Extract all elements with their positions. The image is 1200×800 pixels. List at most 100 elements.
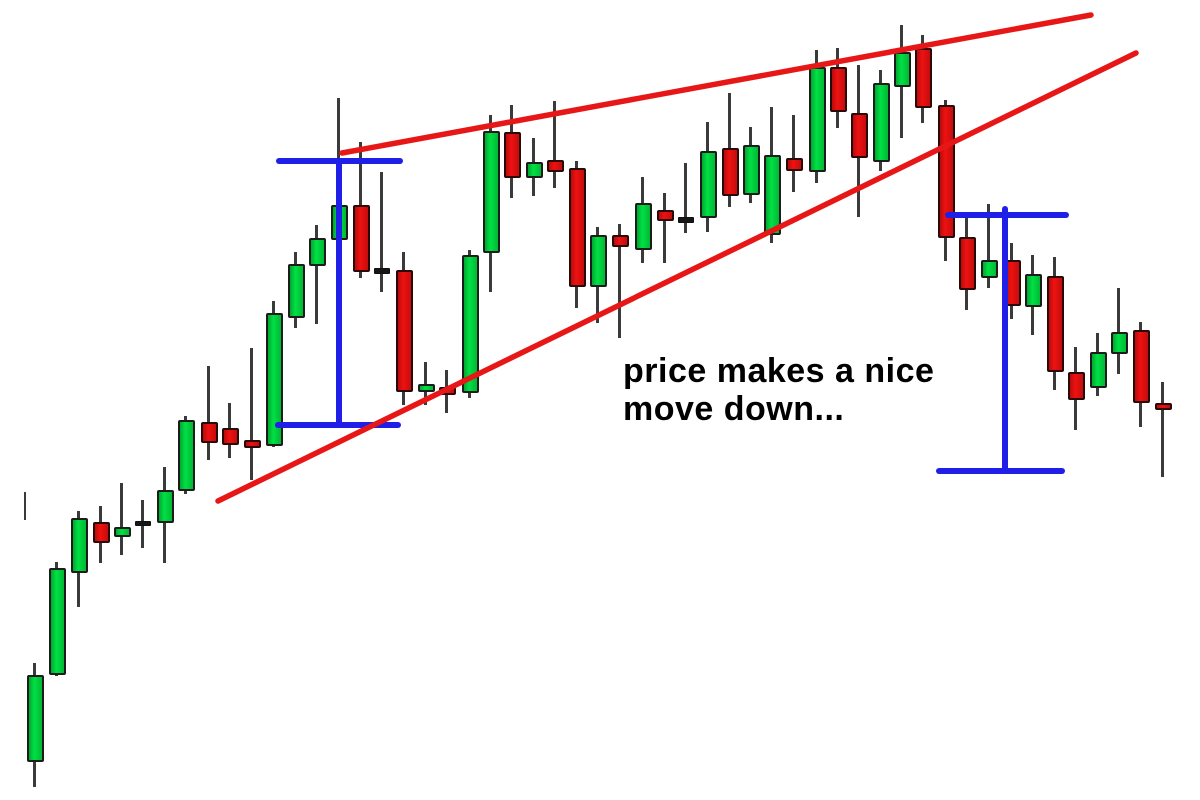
- candle-wick: [207, 366, 210, 460]
- candle-body-green: [699, 151, 717, 218]
- candlestick: [287, 252, 305, 328]
- candlestick: [461, 250, 479, 398]
- candle-body-green: [980, 260, 998, 278]
- candle-body-green: [330, 205, 348, 240]
- candlestick: [742, 127, 760, 203]
- candle-body-green: [589, 235, 607, 287]
- candle-body-green: [872, 83, 890, 162]
- candle-body-dark: [678, 217, 694, 223]
- candle-wick: [663, 193, 666, 263]
- candle-wick: [1161, 382, 1164, 477]
- candle-body-red: [546, 160, 564, 172]
- candlestick: [177, 416, 195, 494]
- candle-body-red: [958, 237, 976, 290]
- candle-body-red: [1003, 260, 1021, 306]
- candlestick: [26, 663, 44, 787]
- candle-wick: [1117, 288, 1120, 374]
- candle-body-green: [763, 155, 781, 235]
- price-annotation: price makes a nice move down...: [623, 352, 1043, 428]
- candlestick: [589, 227, 607, 323]
- candlestick: [699, 122, 717, 232]
- candle-wick: [380, 172, 383, 292]
- annotation-line-1: price makes a nice: [623, 352, 935, 390]
- candlestick: [92, 506, 110, 563]
- candle-body-green: [26, 675, 44, 762]
- candlestick: [113, 483, 131, 555]
- candle-body-green: [461, 255, 479, 393]
- candle-body-green: [525, 162, 543, 178]
- candlestick: [265, 301, 283, 447]
- candle-body-red: [92, 522, 110, 543]
- candlestick: [785, 115, 803, 192]
- candlestick: [221, 403, 239, 458]
- candlestick: [438, 370, 456, 413]
- candle-body-red: [829, 67, 847, 112]
- candle-body-red: [1067, 372, 1085, 400]
- candlestick: [1024, 255, 1042, 335]
- candle-body-red: [438, 387, 456, 395]
- candlestick: [808, 50, 826, 183]
- candlestick: [48, 562, 66, 676]
- candle-body-red: [721, 148, 739, 196]
- candlestick: [611, 224, 629, 338]
- candle-body-green: [113, 527, 131, 537]
- candlestick: [156, 467, 174, 563]
- candle-body-red: [937, 105, 955, 238]
- candlestick: [417, 362, 435, 405]
- candle-body-red: [611, 235, 629, 247]
- candlestick: [134, 500, 152, 548]
- candle-body-red: [395, 270, 413, 392]
- candle-body-green: [482, 131, 500, 253]
- candlestick: [721, 93, 739, 207]
- candle-body-red: [656, 210, 674, 221]
- candlestick: [893, 25, 911, 138]
- candlestick: [829, 48, 847, 128]
- candle-body-green: [893, 52, 911, 87]
- candlestick: [1089, 333, 1107, 396]
- candle-wick: [553, 101, 556, 188]
- candlestick: [1110, 288, 1128, 374]
- candle-body-green: [156, 490, 174, 523]
- candle-body-green: [308, 238, 326, 266]
- candle-body-green: [48, 568, 66, 675]
- candle-body-green: [1024, 274, 1042, 307]
- candlestick: [872, 70, 890, 171]
- candlestick: [763, 107, 781, 243]
- candlestick: [525, 138, 543, 196]
- candlestick: [634, 177, 652, 263]
- candle-body-red: [1132, 330, 1150, 403]
- candlestick: [1132, 322, 1150, 427]
- candle-body-green: [265, 313, 283, 446]
- candle-body-red: [200, 422, 218, 443]
- candlestick: [1067, 347, 1085, 430]
- candle-wick: [120, 483, 123, 555]
- candlestick: [352, 142, 370, 278]
- candle-body-red: [352, 205, 370, 272]
- candle-body-green: [417, 384, 435, 392]
- candlestick: [1003, 243, 1021, 319]
- candle-body-green: [177, 420, 195, 491]
- candlestick: [482, 115, 500, 292]
- candlestick: [395, 252, 413, 405]
- candle-body-dark: [135, 521, 151, 526]
- candle-body-green: [1110, 332, 1128, 354]
- candle-wick: [250, 348, 253, 480]
- candle-body-red: [914, 48, 932, 108]
- candle-body-red: [503, 132, 521, 178]
- candle-body-red: [785, 158, 803, 171]
- candle-wick: [792, 115, 795, 192]
- candlestick: [656, 193, 674, 263]
- candle-body-red: [243, 440, 261, 448]
- candle-body-green: [287, 264, 305, 318]
- candle-body-red: [1154, 403, 1172, 410]
- candlestick: [1154, 382, 1172, 477]
- candlestick: [70, 511, 88, 607]
- candle-body-red: [221, 428, 239, 445]
- candle-body-green: [634, 203, 652, 250]
- candle-body-dark: [374, 268, 390, 274]
- candle-body-green: [70, 518, 88, 573]
- candlestick: [914, 35, 932, 123]
- candlestick: [308, 225, 326, 324]
- candlestick: [937, 100, 955, 261]
